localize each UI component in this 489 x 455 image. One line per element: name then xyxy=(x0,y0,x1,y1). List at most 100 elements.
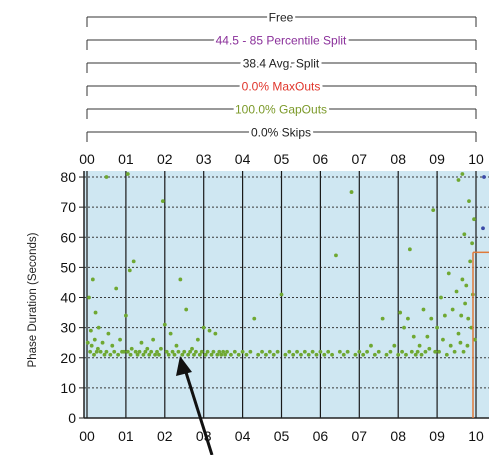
data-point xyxy=(456,331,461,336)
data-point xyxy=(174,343,179,348)
x-tick-label-top: 03 xyxy=(196,151,212,167)
data-point xyxy=(299,352,303,357)
data-point xyxy=(155,349,159,354)
data-point xyxy=(357,349,362,354)
data-point xyxy=(102,352,107,357)
data-point xyxy=(219,352,224,357)
data-point xyxy=(131,259,136,264)
data-point xyxy=(184,307,189,312)
data-point xyxy=(446,271,451,276)
data-point xyxy=(417,343,422,348)
data-point xyxy=(425,334,430,339)
data-point xyxy=(275,349,280,354)
data-point xyxy=(306,352,311,357)
data-point xyxy=(201,325,206,330)
data-point xyxy=(106,331,111,336)
data-point xyxy=(472,217,476,222)
data-point xyxy=(441,337,445,342)
plot-area xyxy=(84,171,489,418)
data-point xyxy=(437,349,441,354)
data-point xyxy=(178,277,183,282)
arrow-head xyxy=(176,356,192,376)
data-point xyxy=(454,289,459,294)
data-point xyxy=(376,349,381,354)
data-point xyxy=(168,331,173,336)
data-point xyxy=(133,349,138,354)
data-point xyxy=(170,349,175,354)
right-edge-markers xyxy=(472,175,489,418)
x-tick-label-bottom: 04 xyxy=(235,428,251,444)
data-point xyxy=(182,349,187,354)
data-point xyxy=(145,346,150,351)
data-point xyxy=(439,295,443,300)
data-point xyxy=(314,352,319,357)
x-tick-label-top: 09 xyxy=(429,151,445,167)
data-point xyxy=(92,352,96,357)
data-point xyxy=(104,175,109,179)
data-point xyxy=(322,352,327,357)
data-point xyxy=(413,352,418,357)
data-point xyxy=(194,349,198,354)
x-tick-label-bottom: 10 xyxy=(468,428,484,444)
data-point xyxy=(398,310,403,315)
x-tick-label-bottom: 09 xyxy=(429,428,445,444)
data-point xyxy=(223,352,227,357)
data-point xyxy=(164,349,169,354)
data-point xyxy=(264,352,268,357)
data-point xyxy=(116,352,121,357)
x-axis-top-ticks: 00 01 02 03 04 05 06 07 08 09 10 xyxy=(79,151,484,167)
data-point xyxy=(95,346,100,351)
next-interval-point xyxy=(481,226,485,231)
data-point xyxy=(124,313,128,318)
data-point xyxy=(122,349,126,354)
data-point xyxy=(135,352,140,357)
y-tick-label: 70 xyxy=(60,199,76,215)
data-point xyxy=(108,352,113,357)
data-point xyxy=(318,349,323,354)
next-interval-point xyxy=(482,175,486,179)
annotation-arrow xyxy=(176,356,214,455)
x-tick-label-top: 01 xyxy=(118,151,134,167)
data-point xyxy=(90,277,95,282)
data-point xyxy=(141,352,146,357)
bracket-label: 44.5 - 85 Percentile Split xyxy=(216,34,347,48)
data-point xyxy=(160,199,165,204)
data-point xyxy=(287,349,292,354)
data-point xyxy=(388,349,393,354)
y-tick-label: 40 xyxy=(60,290,76,306)
data-point xyxy=(421,307,426,312)
data-point xyxy=(396,352,401,357)
x-tick-label-bottom: 05 xyxy=(274,428,290,444)
data-point xyxy=(463,301,468,306)
data-point xyxy=(153,352,157,357)
data-point xyxy=(423,349,428,354)
bracket-label: 0.0% Skips xyxy=(251,126,311,140)
data-point xyxy=(407,247,412,252)
data-point xyxy=(114,286,119,291)
data-point xyxy=(271,352,276,357)
data-point xyxy=(151,337,156,342)
data-point xyxy=(192,352,196,357)
data-point xyxy=(461,349,466,354)
data-point xyxy=(459,313,464,318)
data-point xyxy=(112,349,117,354)
data-point xyxy=(96,325,101,330)
x-tick-label-bottom: 00 xyxy=(79,428,95,444)
data-point xyxy=(448,343,453,348)
y-tick-label: 10 xyxy=(60,380,76,396)
y-tick-label: 20 xyxy=(60,350,76,366)
data-point xyxy=(213,331,218,336)
bracket-label: 38.4 Avg. Split xyxy=(243,57,320,71)
data-point xyxy=(195,337,200,342)
y-tick-label: 30 xyxy=(60,320,76,336)
data-point xyxy=(104,349,109,354)
data-point xyxy=(203,352,208,357)
bracket-label: 0.0% MaxOuts xyxy=(242,80,321,94)
data-point xyxy=(427,346,432,351)
x-axis-bottom-ticks: 00 01 02 03 04 05 06 07 08 09 10 xyxy=(79,428,484,444)
data-point xyxy=(365,349,369,354)
data-point xyxy=(147,352,152,357)
data-point xyxy=(392,343,397,348)
data-point xyxy=(159,346,163,351)
data-point xyxy=(139,340,144,345)
